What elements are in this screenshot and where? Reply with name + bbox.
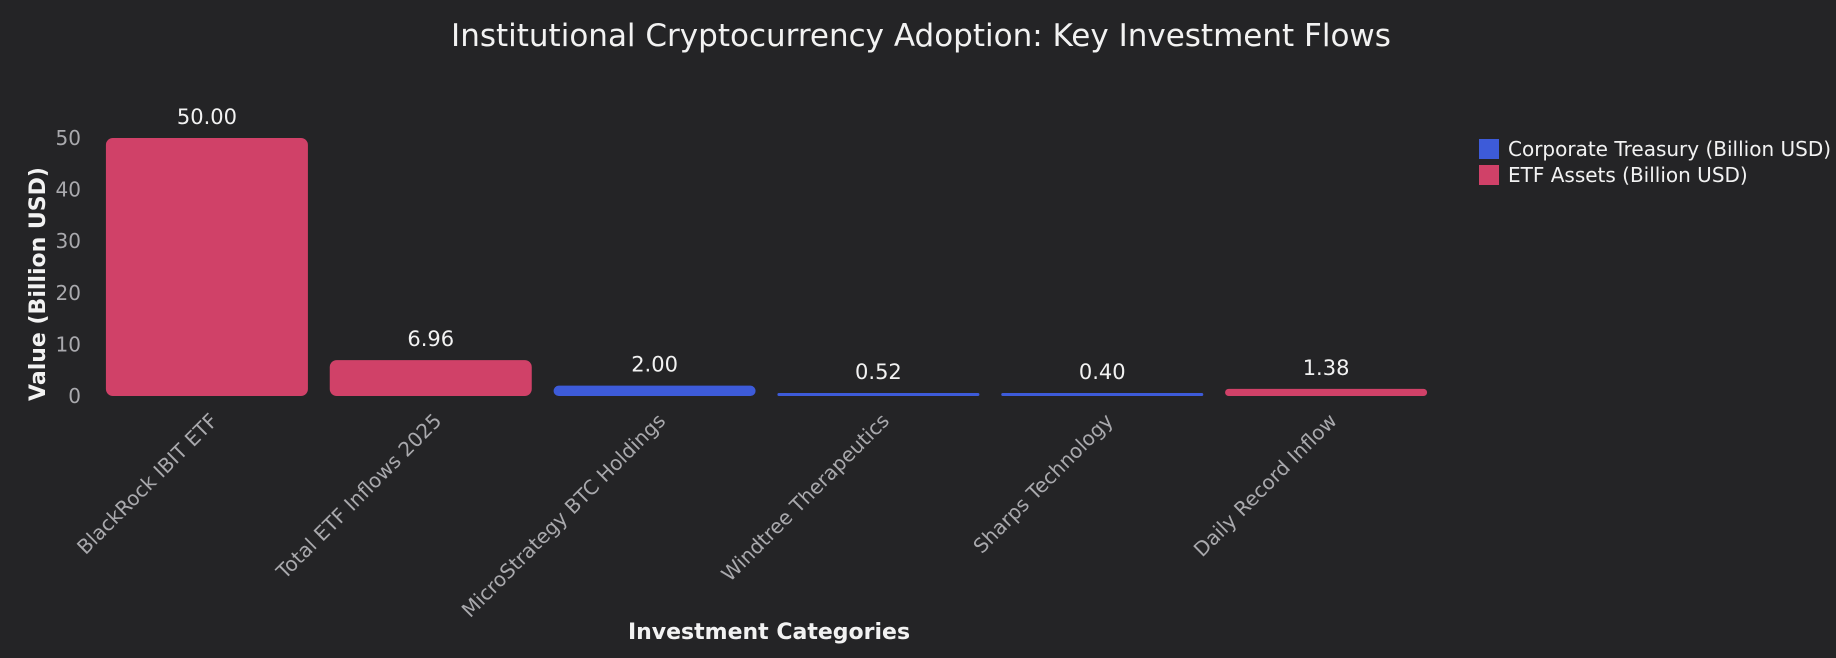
bar bbox=[777, 393, 980, 396]
y-axis-title: Value (Billion USD) bbox=[26, 167, 51, 401]
legend-swatch bbox=[1479, 139, 1499, 159]
x-category-label: Total ETF Inflows 2025 bbox=[271, 409, 447, 585]
x-axis-title: Investment Categories bbox=[628, 620, 910, 645]
chart-title: Institutional Cryptocurrency Adoption: K… bbox=[451, 18, 1391, 54]
x-category-label: BlackRock IBIT ETF bbox=[72, 409, 222, 559]
y-tick-label: 30 bbox=[56, 229, 81, 253]
y-tick-label: 10 bbox=[56, 332, 81, 356]
x-category-label: Windtree Therapeutics bbox=[716, 409, 894, 587]
bar bbox=[105, 138, 308, 396]
x-axis-category-labels: BlackRock IBIT ETF Total ETF Inflows 2025… bbox=[72, 408, 1342, 622]
bar bbox=[1001, 393, 1204, 396]
y-tick-label: 40 bbox=[56, 178, 81, 202]
x-category-label: Sharps Technology bbox=[968, 408, 1118, 558]
x-category-label: MicroStrategy BTC Holdings bbox=[457, 409, 670, 622]
bar bbox=[553, 385, 756, 396]
legend: Corporate Treasury (Billion USD)ETF Asse… bbox=[1479, 137, 1831, 187]
y-tick-label: 0 bbox=[68, 384, 81, 408]
x-category-label: Daily Record Inflow bbox=[1189, 409, 1342, 562]
bar bbox=[1225, 388, 1428, 396]
bar-value-label: 50.00 bbox=[177, 105, 237, 129]
legend-swatch bbox=[1479, 165, 1499, 185]
y-tick-label: 50 bbox=[56, 126, 81, 150]
legend-label: Corporate Treasury (Billion USD) bbox=[1508, 137, 1831, 161]
legend-label: ETF Assets (Billion USD) bbox=[1508, 163, 1748, 187]
bars bbox=[105, 138, 1428, 396]
bar-value-label: 6.96 bbox=[407, 327, 454, 351]
bar bbox=[329, 360, 532, 396]
value-labels: 50.00 6.96 2.00 0.52 0.40 1.38 bbox=[177, 105, 1350, 384]
bar-value-label: 2.00 bbox=[631, 353, 678, 377]
bar-value-label: 0.40 bbox=[1079, 360, 1126, 384]
y-axis-ticks: 0 10 20 30 40 50 bbox=[56, 126, 81, 408]
bar-value-label: 0.52 bbox=[855, 360, 902, 384]
bar-value-label: 1.38 bbox=[1303, 356, 1350, 380]
y-tick-label: 20 bbox=[56, 281, 81, 305]
